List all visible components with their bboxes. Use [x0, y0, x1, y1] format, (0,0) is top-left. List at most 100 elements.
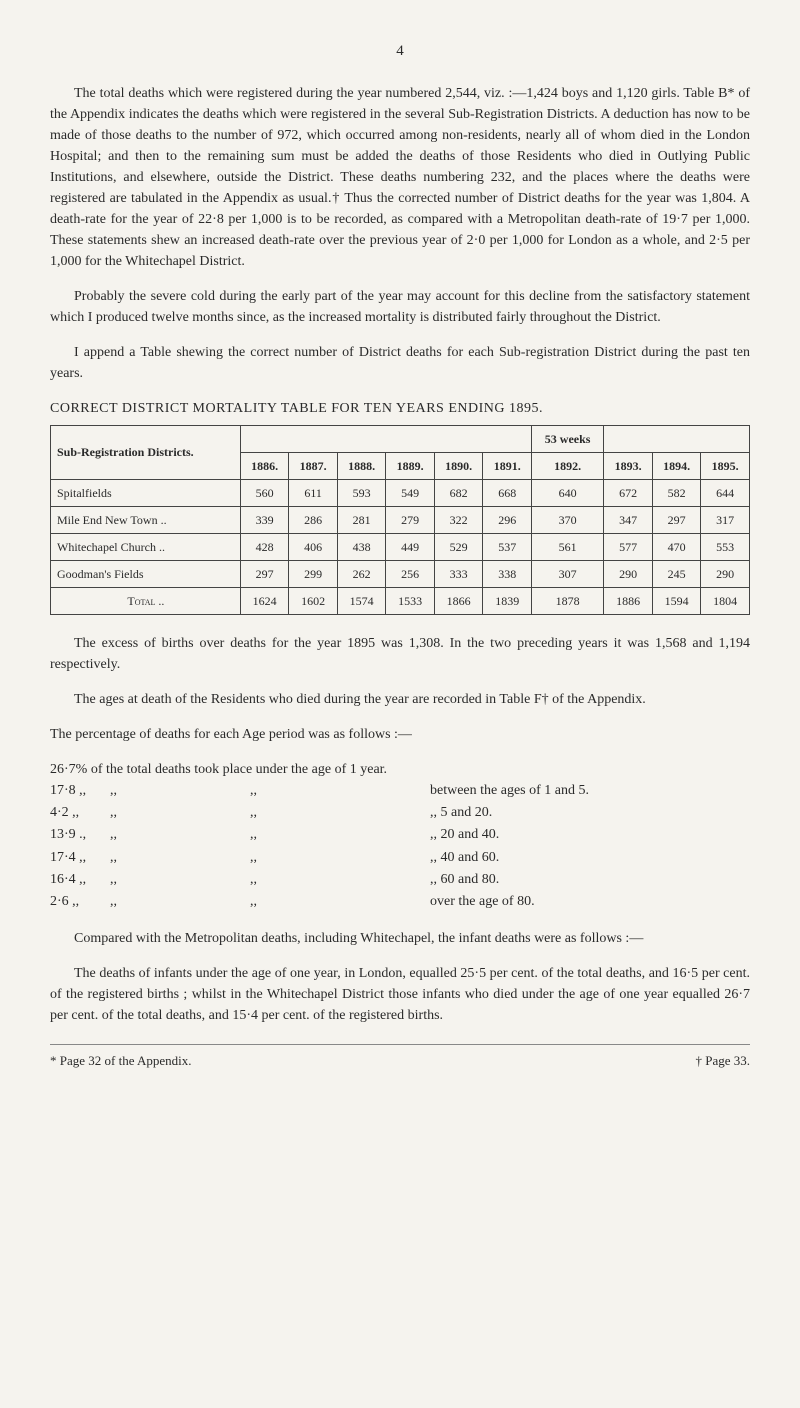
table-row: Mile End New Town .. 339 286 281 279 322… [51, 506, 750, 533]
pct-mid: ,, [110, 802, 250, 824]
pct-right: ,, 40 and 60. [430, 847, 750, 869]
year-col: 1890. [434, 452, 483, 479]
cell: 1574 [337, 587, 386, 614]
cell: 317 [701, 506, 750, 533]
pct-mid: ,, [110, 824, 250, 846]
year-col: 1891. [483, 452, 532, 479]
pct-left: 4·2 ,, [50, 802, 110, 824]
pct-mid: ,, [250, 802, 430, 824]
pct-right: over the age of 80. [430, 891, 750, 913]
year-col: 1889. [386, 452, 435, 479]
total-label: Total .. [51, 587, 241, 614]
cell: 290 [701, 560, 750, 587]
table-total-row: Total .. 1624 1602 1574 1533 1866 1839 1… [51, 587, 750, 614]
cell: 322 [434, 506, 483, 533]
table-row: Spitalfields 560 611 593 549 682 668 640… [51, 479, 750, 506]
cell: 297 [652, 506, 701, 533]
paragraph-2: Probably the severe cold during the earl… [50, 286, 750, 328]
cell: 668 [483, 479, 532, 506]
pct-mid: ,, [110, 847, 250, 869]
cell: 347 [604, 506, 653, 533]
cell: 428 [240, 533, 289, 560]
cell: 1878 [531, 587, 603, 614]
cell: 297 [240, 560, 289, 587]
year-col: 1887. [289, 452, 338, 479]
cell: 593 [337, 479, 386, 506]
table-row: Whitechapel Church .. 428 406 438 449 52… [51, 533, 750, 560]
pct-mid: ,, [250, 869, 430, 891]
percentage-row: 16·4 ,, ,, ,, ,, 60 and 80. [50, 869, 750, 891]
year-col: 1894. [652, 452, 701, 479]
percentage-line-1: 26·7% of the total deaths took place und… [50, 759, 750, 780]
year-col: 1895. [701, 452, 750, 479]
pct-mid: ,, [110, 780, 250, 802]
cell: 611 [289, 479, 338, 506]
paragraph-7: The deaths of infants under the age of o… [50, 963, 750, 1026]
percentage-row: 4·2 ,, ,, ,, ,, 5 and 20. [50, 802, 750, 824]
cell: 1533 [386, 587, 435, 614]
cell: 256 [386, 560, 435, 587]
cell: 245 [652, 560, 701, 587]
year-col: 1892. [531, 452, 603, 479]
pct-mid: ,, [110, 891, 250, 913]
cell: 449 [386, 533, 435, 560]
row-name: Mile End New Town .. [51, 506, 241, 533]
table-row: Goodman's Fields 297 299 262 256 333 338… [51, 560, 750, 587]
percentage-intro: The percentage of deaths for each Age pe… [50, 724, 750, 745]
cell: 1602 [289, 587, 338, 614]
cell: 644 [701, 479, 750, 506]
cell: 339 [240, 506, 289, 533]
percentage-row: 17·4 ,, ,, ,, ,, 40 and 60. [50, 847, 750, 869]
page-number: 4 [50, 40, 750, 63]
pct-mid: ,, [250, 847, 430, 869]
table-title: CORRECT DISTRICT MORTALITY TABLE FOR TEN… [50, 398, 750, 419]
cell: 682 [434, 479, 483, 506]
percentage-row: 2·6 ,, ,, ,, over the age of 80. [50, 891, 750, 913]
year-col: 1886. [240, 452, 289, 479]
cell: 1624 [240, 587, 289, 614]
cell: 338 [483, 560, 532, 587]
paragraph-5: The ages at death of the Residents who d… [50, 689, 750, 710]
cell: 406 [289, 533, 338, 560]
paragraph-1: The total deaths which were registered d… [50, 83, 750, 272]
cell: 279 [386, 506, 435, 533]
cell: 290 [604, 560, 653, 587]
pct-mid: ,, [250, 780, 430, 802]
percentage-row: 17·8 ,, ,, ,, between the ages of 1 and … [50, 780, 750, 802]
cell: 307 [531, 560, 603, 587]
table-header-districts: Sub-Registration Districts. [51, 425, 241, 479]
pct-mid: ,, [110, 869, 250, 891]
cell: 549 [386, 479, 435, 506]
pct-mid: ,, [250, 824, 430, 846]
footnote-right: † Page 33. [695, 1051, 750, 1071]
pct-right: ,, 20 and 40. [430, 824, 750, 846]
cell: 333 [434, 560, 483, 587]
cell: 370 [531, 506, 603, 533]
cell: 262 [337, 560, 386, 587]
pct-right: ,, 60 and 80. [430, 869, 750, 891]
pct-left: 13·9 ., [50, 824, 110, 846]
pct-right: between the ages of 1 and 5. [430, 780, 750, 802]
pct-left: 17·4 ,, [50, 847, 110, 869]
cell: 537 [483, 533, 532, 560]
row-name: Goodman's Fields [51, 560, 241, 587]
pct-mid: ,, [250, 891, 430, 913]
cell: 640 [531, 479, 603, 506]
footnotes: * Page 32 of the Appendix. † Page 33. [50, 1051, 750, 1071]
table-header-weeks-note: 53 weeks [531, 425, 603, 452]
cell: 1594 [652, 587, 701, 614]
cell: 1804 [701, 587, 750, 614]
percentage-block: 26·7% of the total deaths took place und… [50, 759, 750, 914]
pct-left: 16·4 ,, [50, 869, 110, 891]
paragraph-6: Compared with the Metropolitan deaths, i… [50, 928, 750, 949]
row-name: Whitechapel Church .. [51, 533, 241, 560]
cell: 560 [240, 479, 289, 506]
cell: 1839 [483, 587, 532, 614]
cell: 577 [604, 533, 653, 560]
paragraph-4: The excess of births over deaths for the… [50, 633, 750, 675]
cell: 1886 [604, 587, 653, 614]
cell: 582 [652, 479, 701, 506]
pct-left: 17·8 ,, [50, 780, 110, 802]
cell: 286 [289, 506, 338, 533]
year-col: 1888. [337, 452, 386, 479]
